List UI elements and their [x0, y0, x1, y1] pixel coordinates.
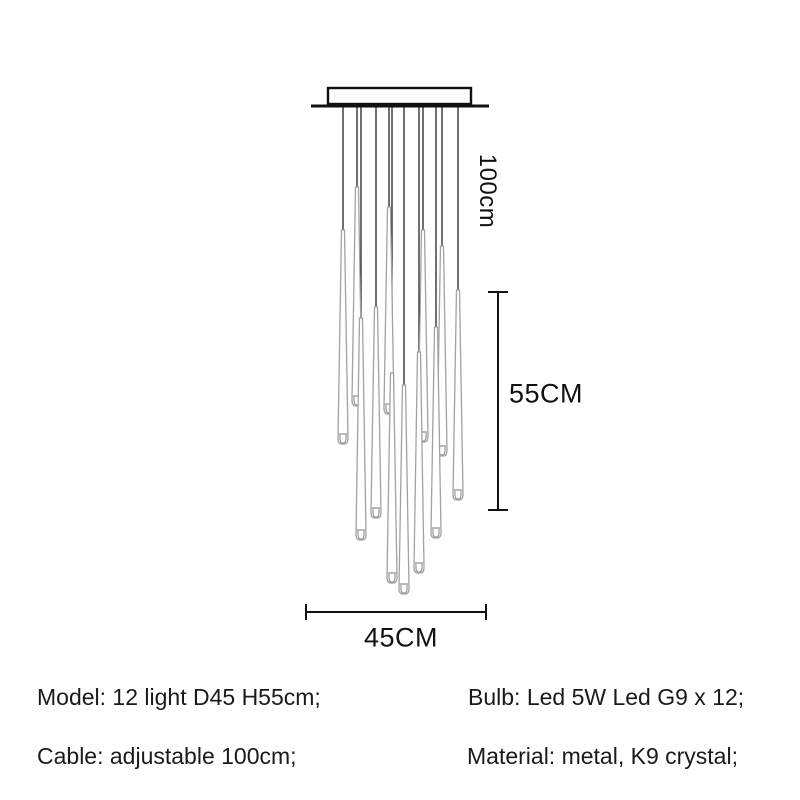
fixture-width-dimension-label: 45CM: [363, 622, 439, 653]
pendant-tube: [386, 372, 398, 584]
spec-material-text: Material: metal, K9 crystal;: [467, 743, 738, 769]
bulb-glass: [415, 564, 423, 573]
pendant-tube: [337, 229, 349, 445]
spec-model-text: Model: 12 light D45 H55cm;: [37, 684, 321, 710]
bulb-glass: [372, 509, 380, 518]
bulb-glass: [339, 435, 347, 444]
bulb-glass: [454, 491, 462, 500]
pendant-tube: [430, 326, 442, 539]
bulb-glass: [400, 585, 408, 594]
spec-cable-text: Cable: adjustable 100cm;: [37, 743, 297, 769]
spec-bulb-text: Bulb: Led 5W Led G9 x 12;: [468, 684, 745, 710]
bulb-glass: [432, 529, 440, 538]
pendant-tube: [355, 317, 367, 541]
pendant-tube: [413, 351, 425, 574]
pendant-tube: [370, 306, 382, 519]
pendant-tube: [452, 289, 464, 501]
bulb-glass: [357, 531, 365, 540]
pendant-tube: [398, 384, 410, 595]
fixture-height-dimension-label: 55CM: [509, 378, 584, 409]
bulb-glass: [388, 574, 396, 583]
canopy-plate: [326, 86, 473, 106]
cable-drop-dimension-label: 100cm: [474, 153, 501, 229]
